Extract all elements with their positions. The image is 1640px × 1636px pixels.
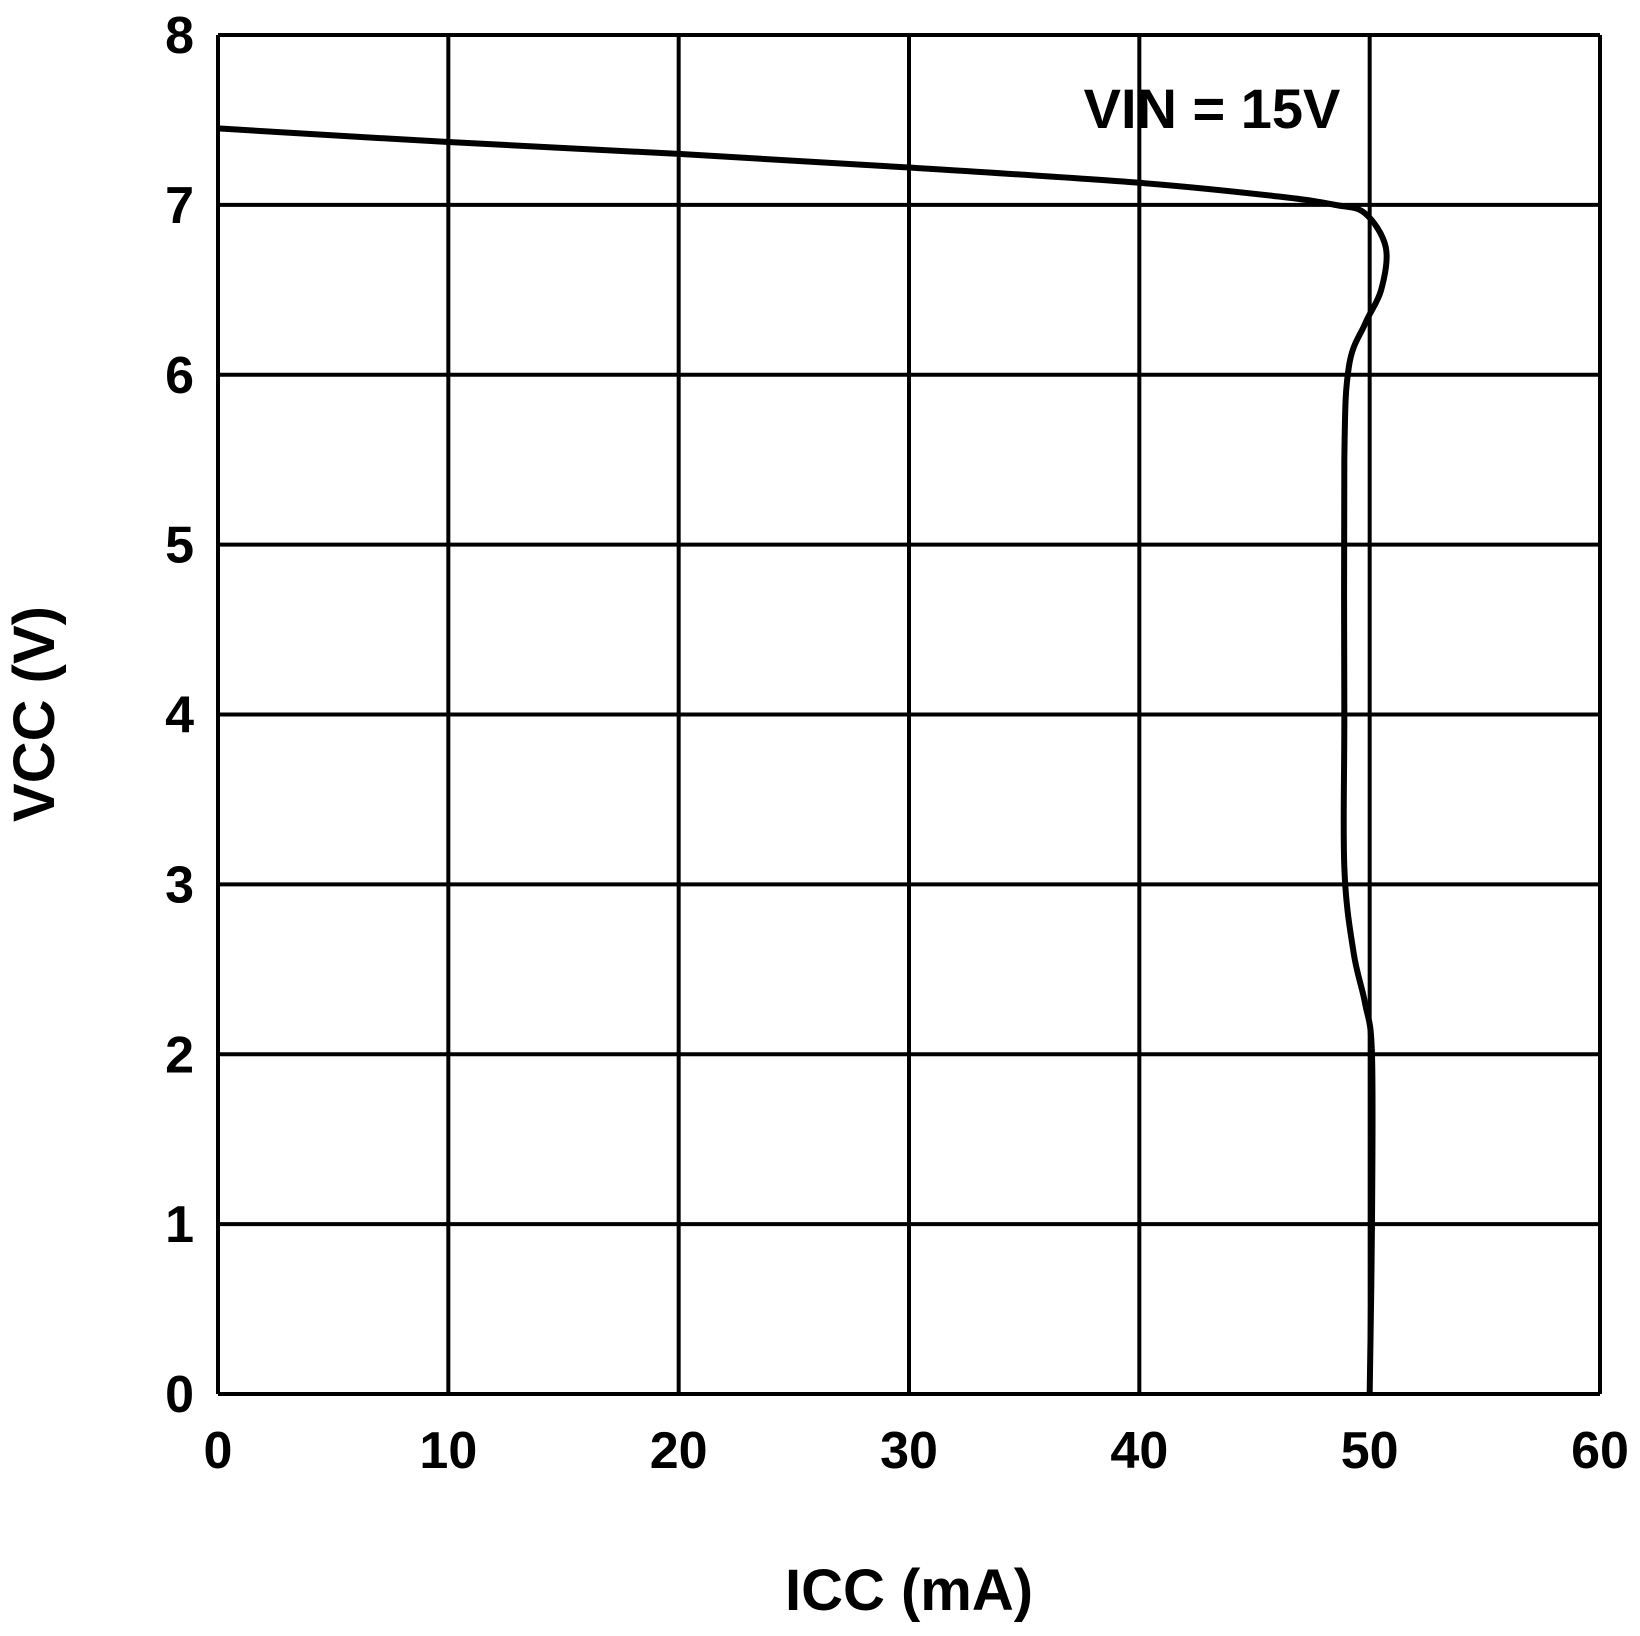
x-tick-label: 10	[419, 1422, 477, 1480]
y-tick-label: 2	[165, 1026, 194, 1084]
y-tick-label: 7	[165, 177, 194, 235]
series-line-vin-15v	[217, 125, 1390, 1395]
x-axis-label: ICC (mA)	[785, 1558, 1033, 1623]
grid	[216, 33, 1602, 1396]
x-tick-label: 0	[204, 1422, 233, 1480]
x-tick-label: 30	[880, 1422, 938, 1480]
tick-labels: 0 10 20 30 40 50 60 0 1 2 3 4 5 6 7 8	[165, 7, 1629, 1480]
x-tick-label: 60	[1571, 1422, 1629, 1480]
x-tick-label: 40	[1110, 1422, 1168, 1480]
y-axis-label: VCC (V)	[2, 606, 67, 822]
annotation-vin: VIN = 15V	[1084, 77, 1341, 140]
y-tick-label: 3	[165, 856, 194, 914]
x-tick-label: 50	[1341, 1422, 1399, 1480]
y-tick-label: 4	[165, 687, 194, 745]
y-tick-label: 6	[165, 347, 194, 405]
y-tick-label: 5	[165, 517, 194, 575]
y-tick-label: 0	[165, 1366, 194, 1424]
y-tick-label: 1	[165, 1196, 194, 1254]
y-tick-label: 8	[165, 7, 194, 65]
x-tick-label: 20	[650, 1422, 708, 1480]
